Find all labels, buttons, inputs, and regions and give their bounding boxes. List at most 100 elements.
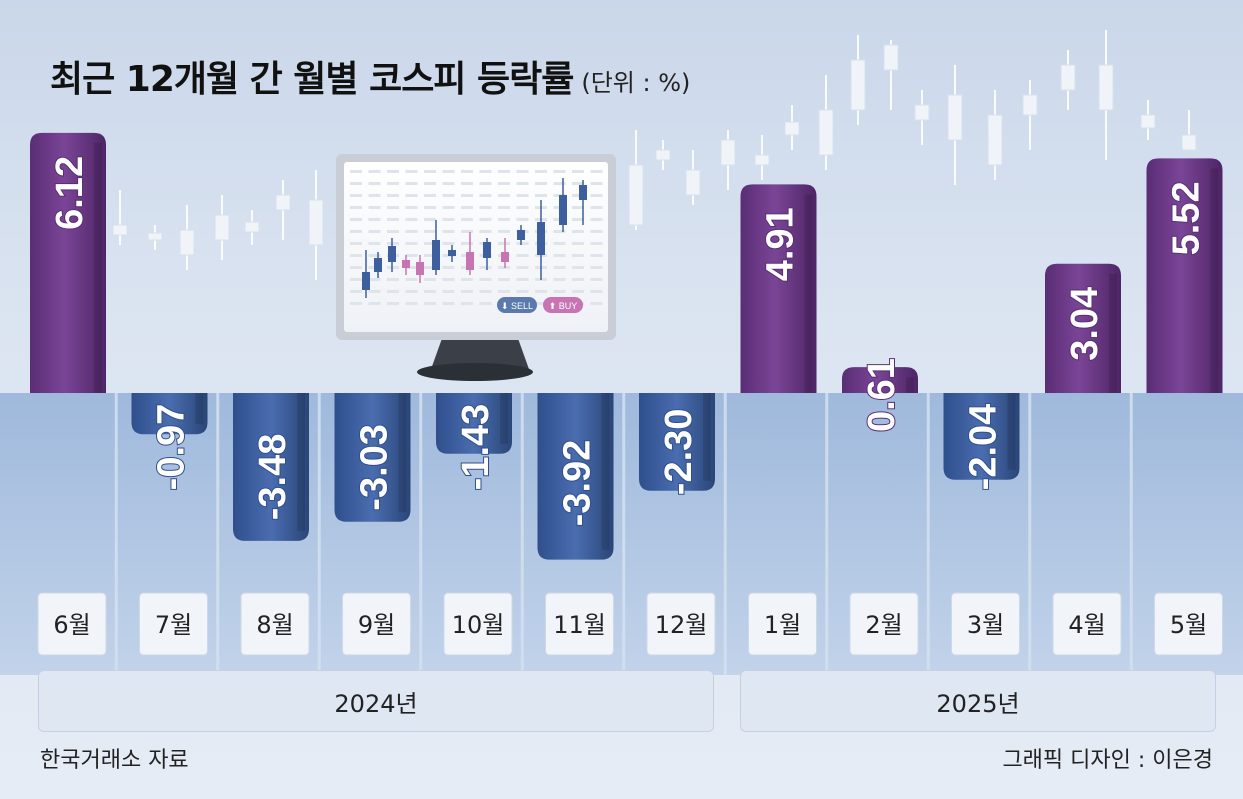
monitor-candle: [579, 180, 587, 225]
monitor-grid-cell: [387, 194, 399, 197]
monitor-grid-cell: [479, 278, 492, 281]
monitor-candle: [388, 238, 396, 272]
year-group-2025: 2025년: [740, 670, 1216, 732]
monitor-grid-cell: [553, 230, 566, 233]
month-label-text: 7월: [155, 611, 192, 639]
monitor-grid-cell: [590, 182, 603, 185]
month-label-text: 1월: [764, 611, 801, 639]
month-label-12월: 12월: [646, 592, 716, 656]
monitor-candle: [466, 232, 474, 275]
bar-3월: -2.04: [943, 393, 1020, 491]
bar-shade: [500, 393, 508, 444]
monitor-grid-cell: [368, 218, 381, 221]
background-candle: [244, 210, 260, 245]
monitor-grid-cell: [461, 242, 473, 245]
source-note: 한국거래소 자료: [40, 748, 189, 773]
monitor-base: [417, 363, 533, 381]
monitor-grid-cell: [442, 302, 455, 305]
background-candle: [850, 35, 866, 125]
column-divider: [622, 393, 626, 675]
monitor-grid-cell: [387, 290, 399, 293]
background-candle: [214, 195, 230, 260]
bar-8월: -3.48: [233, 393, 309, 541]
monitor-grid-cell: [350, 182, 362, 185]
month-label-box: [849, 592, 919, 656]
bar-shade: [195, 393, 204, 425]
background-candle: [275, 180, 291, 240]
bar-shape: [1146, 158, 1223, 393]
month-label-text: 9월: [358, 611, 395, 639]
background-candle: [1098, 30, 1114, 160]
background-candle: [147, 225, 163, 250]
monitor-grid-cell: [442, 170, 455, 173]
monitor-grid-cell: [572, 242, 584, 245]
monitor-grid-cell: [516, 182, 529, 185]
background-candle: [685, 150, 701, 205]
monitor-grid-cell: [461, 278, 473, 281]
monitor-grid-cell: [553, 170, 566, 173]
monitor-grid-cell: [479, 302, 492, 305]
monitor-grid-cell: [405, 206, 418, 209]
bar-value-label: -3.92: [557, 440, 599, 527]
monitor-grid-cell: [572, 218, 584, 221]
monitor-candle: [362, 250, 370, 298]
background-candle: [720, 130, 736, 190]
monitor-grid-cell: [368, 290, 381, 293]
monitor-grid-cell: [461, 230, 473, 233]
monitor-grid-cell: [387, 302, 399, 305]
bar-shape: [30, 132, 106, 393]
monitor-grid-cell: [498, 206, 510, 209]
monitor-grid-cell: [424, 266, 436, 269]
monitor-grid-cell: [461, 290, 473, 293]
monitor-grid-cell: [553, 242, 566, 245]
monitor-grid-cell: [350, 206, 362, 209]
bar-5월: 5.52: [1146, 158, 1223, 393]
month-label-text: 10월: [452, 611, 505, 639]
monitor-grid-cell: [553, 254, 566, 257]
month-label-box: [37, 592, 107, 656]
column-divider: [1028, 393, 1032, 675]
bar-shade: [804, 194, 813, 393]
monitor-grid-cell: [553, 278, 566, 281]
monitor-grid-cell: [516, 254, 529, 257]
monitor-grid-cell: [516, 242, 529, 245]
monitor-grid-cell: [516, 278, 529, 281]
monitor-grid-cell: [498, 194, 510, 197]
month-label-text: 2월: [865, 611, 902, 639]
chart-unit: (단위 : %): [581, 69, 691, 97]
monitor-grid-cell: [368, 254, 381, 257]
monitor-grid-cell: [572, 254, 584, 257]
monitor-grid-cell: [498, 170, 510, 173]
background-candle: [308, 170, 324, 280]
bar-shade: [906, 377, 914, 393]
monitor-grid-cell: [461, 206, 473, 209]
title-block: 최근 12개월 간 월별 코스피 등락률 (단위 : %): [50, 50, 690, 102]
month-label-box: [342, 592, 411, 656]
monitor-grid-cell: [350, 266, 362, 269]
background-candle: [883, 40, 899, 110]
month-label-5월: 5월: [1154, 592, 1223, 656]
monitor-grid-cell: [387, 218, 399, 221]
bar-value-label: 4.91: [760, 207, 802, 281]
bar-value-label: -3.03: [354, 424, 396, 511]
month-label-box: [139, 592, 208, 656]
monitor-grid-cell: [424, 182, 436, 185]
monitor-grid-cell: [479, 206, 492, 209]
chart-title: 최근 12개월 간 월별 코스피 등락률: [50, 59, 574, 100]
month-label-text: 3월: [967, 611, 1004, 639]
column-divider: [317, 393, 321, 675]
bar-shade: [1210, 168, 1219, 393]
monitor-grid-cell: [498, 230, 510, 233]
monitor-grid-cell: [424, 278, 436, 281]
bar-10월: -1.43: [436, 393, 512, 491]
bar-shape: [537, 393, 614, 560]
bars-layer: 6.12 -0.97 -3.48 -3.03 -1.43 -3.92 -2.30 4.91 0.…: [30, 132, 1223, 560]
bar-shape: [943, 393, 1020, 480]
month-label-box: [240, 592, 310, 656]
bar-value-label: -3.48: [252, 434, 294, 521]
column-divider: [1129, 393, 1133, 675]
monitor-grid-cell: [442, 206, 455, 209]
column-divider: [520, 393, 524, 675]
column-divider: [419, 393, 423, 675]
monitor-grid-cell: [590, 170, 603, 173]
